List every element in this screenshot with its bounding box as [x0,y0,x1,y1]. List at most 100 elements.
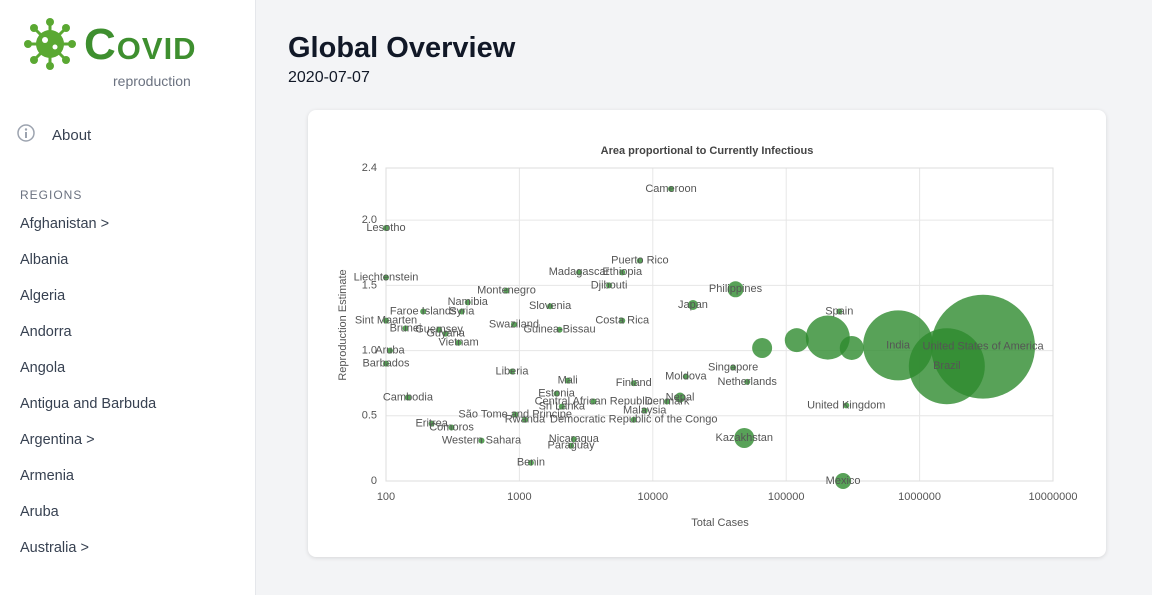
point-label: Barbados [362,358,410,370]
bubble [455,339,462,346]
bubble [730,364,737,371]
point-label: Guyana [426,328,465,340]
bubble [630,416,637,423]
bubble [512,411,519,418]
bubble [448,424,455,431]
logo-title: Covid [84,20,197,69]
x-tick-label: 1000000 [898,491,941,503]
point-label: Comoros [429,421,474,433]
date: 2020-07-07 [288,69,370,86]
bubble [383,224,389,231]
point-label: Denmark [645,395,690,407]
region-link[interactable]: Andorra [20,324,72,340]
point-label: Djibouti [591,279,628,291]
y-tick-label: 1.5 [362,279,377,291]
region-link[interactable]: Albania [20,252,69,268]
bubble [464,299,471,306]
point-label: Kazakhstan [716,432,773,444]
region-link[interactable]: Australia > [20,540,89,556]
logo-subtitle: reproduction [113,73,191,89]
point-label: Madagascar [549,266,610,278]
bubble [428,420,435,427]
bubble [668,185,675,192]
point-label: Mexico [826,475,861,487]
point-label: Sint Maarten [355,314,417,326]
logo-icon [24,18,76,70]
bubble [564,377,571,384]
region-link[interactable]: Angola [20,360,66,376]
chart-title: Area proportional to Currently Infectiou… [601,145,814,157]
bubble [386,347,393,354]
point-label: Spain [825,305,853,317]
point-label: Namibia [448,296,489,308]
point-label: Nicaragua [549,433,600,445]
point-label: Rwanda [505,414,546,426]
point-label: Cambodia [383,391,434,403]
bubble [641,407,648,414]
bubble [383,274,389,281]
y-tick-label: 2.0 [362,214,377,226]
bubble [553,390,560,397]
bubble [734,427,755,448]
point-label: Liberia [495,365,529,377]
y-tick-label: 0.5 [362,410,377,422]
bubble [547,303,554,310]
region-link[interactable]: Antigua and Barbuda [20,396,157,412]
bubble [458,308,465,315]
bubble [478,437,485,444]
point-label: Syria [449,305,475,317]
point-label: Slovenia [529,300,572,312]
bubble [727,281,744,298]
bubble [630,380,637,387]
bubble [521,416,528,423]
point-label: Central African Republic [535,395,654,407]
about-link[interactable]: About [52,127,92,144]
bubble [404,394,411,401]
bubble [843,402,850,409]
point-label: India [886,339,911,351]
bubble [839,335,864,360]
bubble [805,315,850,360]
point-label: Sri Lanka [539,401,586,413]
bubble [402,325,409,332]
bubble [675,392,686,403]
region-link[interactable]: Afghanistan > [20,216,110,232]
point-label: Lesotho [366,222,405,234]
point-label: Liechtenstein [354,271,419,283]
point-label: Puerto Rico [611,255,668,267]
bubble [931,294,1036,399]
region-link[interactable]: Armenia [20,468,74,484]
point-label: Western Sahara [442,434,522,446]
bubble [576,269,583,276]
bubble [784,328,809,353]
region-link[interactable]: Argentina > [20,432,95,448]
bubble [744,378,751,385]
point-label: Paraguay [548,440,596,452]
bubble [568,442,575,449]
point-label: Costa Rica [595,314,650,326]
plot-border [385,167,1054,482]
point-label: Moldova [665,371,707,383]
bubble [527,459,534,466]
bubble [619,269,626,276]
page-title: Global Overview [288,32,516,64]
sidebar: Covid reproduction About REGIONS Afghani… [0,0,256,595]
point-label: Vietnam [439,337,479,349]
bubble [556,326,563,333]
point-label: Swaziland [489,318,539,330]
bubble [835,473,852,489]
bubble [687,299,698,310]
region-link[interactable]: Algeria [20,288,66,304]
point-label: Guernsey [415,324,463,336]
point-label: Benin [517,457,545,469]
bubble [383,317,389,324]
point-label: Nepal [666,391,695,403]
bubble [619,317,626,324]
point-label: Estonia [538,388,576,400]
region-link[interactable]: Aruba [20,504,59,520]
point-label: Democratic Republic of the Congo [550,414,718,426]
point-label: Aruba [375,344,405,356]
point-label: Guinea-Bissau [523,324,595,336]
bubble [606,282,613,289]
